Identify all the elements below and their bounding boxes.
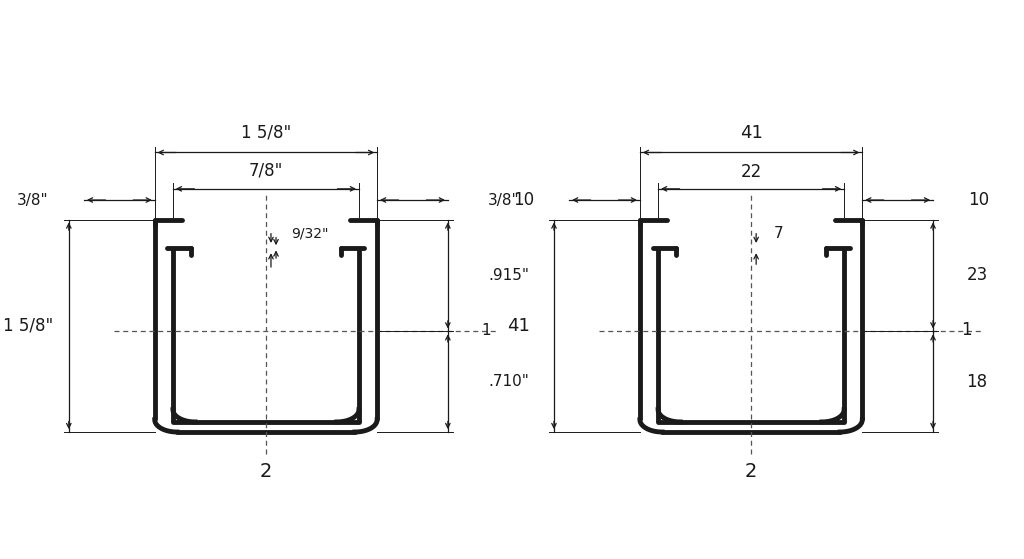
Text: 3/8": 3/8" — [17, 192, 48, 207]
Text: 23: 23 — [967, 267, 987, 285]
Text: 41: 41 — [739, 124, 763, 142]
Text: 10: 10 — [969, 191, 989, 209]
Text: 1: 1 — [481, 323, 490, 338]
Text: 10: 10 — [513, 191, 534, 209]
Text: .710": .710" — [488, 374, 529, 389]
Text: 7: 7 — [773, 226, 783, 241]
Text: .915": .915" — [488, 268, 529, 283]
Text: 22: 22 — [740, 163, 762, 181]
Text: 1: 1 — [962, 321, 972, 339]
Text: 3/8": 3/8" — [488, 192, 520, 207]
Text: 2: 2 — [744, 462, 758, 481]
Text: 18: 18 — [967, 373, 987, 391]
Text: 1 5/8": 1 5/8" — [241, 124, 291, 142]
Text: 1 5/8": 1 5/8" — [3, 317, 53, 335]
Text: 9/32": 9/32" — [291, 226, 329, 240]
Text: 41: 41 — [507, 317, 530, 335]
Text: 2: 2 — [260, 462, 272, 481]
Text: 7/8": 7/8" — [249, 162, 283, 179]
